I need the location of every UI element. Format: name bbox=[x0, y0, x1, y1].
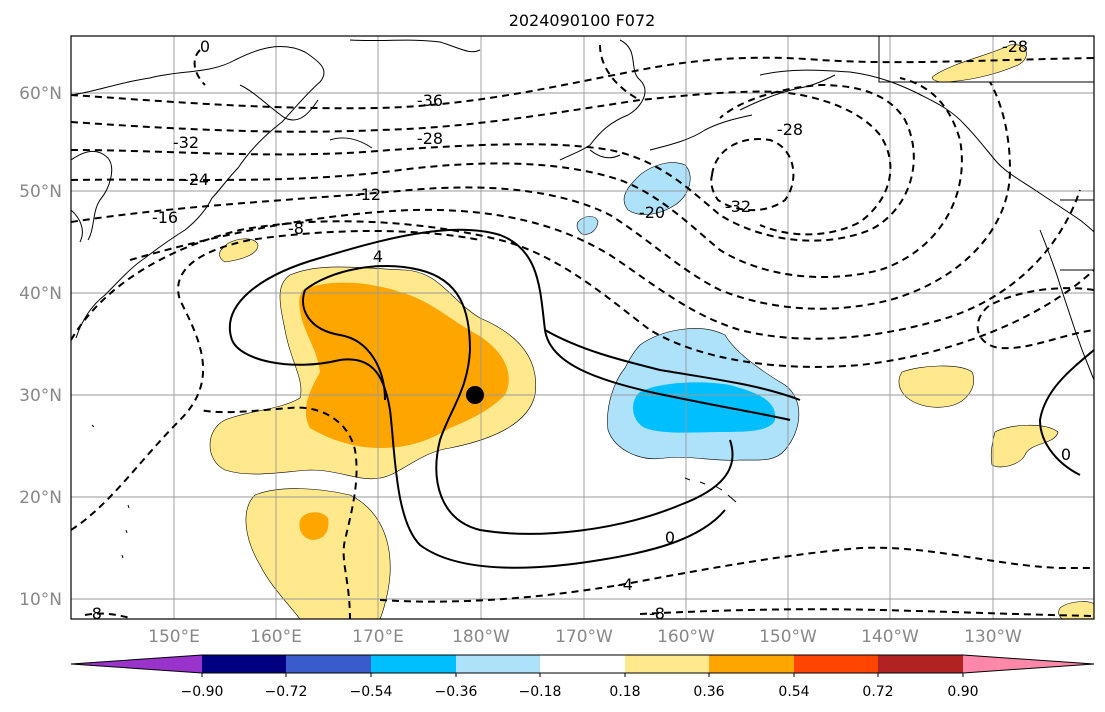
lat-label: 10°N bbox=[19, 590, 62, 610]
contour-dashed-10 bbox=[379, 546, 1094, 603]
colorbar-tick-label: −0.54 bbox=[350, 684, 393, 700]
strong-positive-anomaly-small bbox=[299, 512, 329, 540]
lat-label: 20°N bbox=[19, 488, 62, 508]
positive-anomaly-small-4 bbox=[931, 44, 1027, 83]
contour-dashed-5 bbox=[71, 81, 1012, 310]
colorbar-segment bbox=[709, 655, 794, 673]
lon-label: 140°W bbox=[861, 627, 919, 647]
lon-label: 160°E bbox=[250, 627, 302, 647]
contour-dashed-15 bbox=[193, 49, 206, 86]
colorbar-segment bbox=[286, 655, 371, 673]
contour-dashed-12 bbox=[84, 612, 131, 619]
colorbar-segment bbox=[202, 655, 286, 673]
contour-label: -8 bbox=[86, 604, 102, 623]
anomaly-shading bbox=[209, 44, 1094, 619]
contour-dashed-1 bbox=[71, 56, 1094, 110]
lon-label: 170°W bbox=[555, 627, 613, 647]
contour-dashed-2 bbox=[71, 90, 892, 236]
colorbar-segment bbox=[878, 655, 963, 673]
positive-anomaly-small-5 bbox=[1058, 601, 1094, 619]
contours bbox=[71, 44, 1094, 619]
contour-solid-0b bbox=[302, 289, 386, 401]
colorbar-segment bbox=[371, 655, 456, 673]
lon-label: 150°E bbox=[148, 627, 200, 647]
contour-label: -8 bbox=[649, 604, 665, 623]
lon-label: 130°W bbox=[964, 627, 1022, 647]
latitude-labels: 60°N 50°N 40°N 30°N 20°N 10°N bbox=[19, 84, 62, 610]
colorbar-tick-label: 0.18 bbox=[609, 684, 640, 700]
contour-solid-4 bbox=[229, 228, 791, 421]
colorbar-tick-label: 0.36 bbox=[693, 684, 724, 700]
contour-label: -12 bbox=[355, 185, 381, 204]
contour-label: -8 bbox=[288, 219, 304, 238]
contour-label: -28 bbox=[417, 129, 443, 148]
colorbar-ticks: −0.90 −0.72 −0.54 −0.36 −0.18 0.18 0.36 … bbox=[181, 684, 979, 700]
colorbar-tick-label: −0.18 bbox=[519, 684, 562, 700]
negative-anomaly-north bbox=[623, 162, 691, 215]
colorbar-tick-label: 0.54 bbox=[778, 684, 809, 700]
map-title: 2024090100 F072 bbox=[509, 11, 656, 30]
positive-anomaly-small-1 bbox=[219, 238, 259, 263]
colorbar-tick-label: 0.72 bbox=[862, 684, 893, 700]
contour-label: -4 bbox=[617, 575, 633, 594]
contour-solid-0 bbox=[304, 265, 734, 535]
lat-label: 30°N bbox=[19, 386, 62, 406]
contour-label: -24 bbox=[183, 170, 209, 189]
contour-label: -28 bbox=[1002, 37, 1028, 56]
colorbar-extend-high bbox=[963, 655, 1094, 673]
colorbar-extend-low bbox=[71, 655, 202, 673]
lat-label: 50°N bbox=[19, 182, 62, 202]
colorbar-segment bbox=[625, 655, 709, 673]
contour-solid-east bbox=[1038, 349, 1094, 476]
longitude-labels: 150°E 160°E 170°E 180°W 170°W 160°W 150°… bbox=[148, 627, 1022, 647]
colorbar-tick-label: −0.72 bbox=[265, 684, 308, 700]
colorbar-segment bbox=[456, 655, 540, 673]
contour-label: -28 bbox=[777, 120, 803, 139]
lat-label: 60°N bbox=[19, 84, 62, 104]
lon-label: 170°E bbox=[352, 627, 404, 647]
lat-label: 40°N bbox=[19, 284, 62, 304]
contour-dashed-9 bbox=[199, 406, 358, 619]
contour-label: 0 bbox=[200, 37, 210, 56]
lon-label: 160°W bbox=[657, 627, 715, 647]
contour-label: 0 bbox=[665, 528, 675, 547]
contour-label: -32 bbox=[725, 197, 751, 216]
contour-dashed-6 bbox=[129, 189, 1081, 340]
contour-dashed-7 bbox=[71, 220, 1094, 368]
map-frame bbox=[70, 35, 1095, 620]
graticule bbox=[71, 36, 1094, 619]
contour-dashed-3 bbox=[71, 83, 915, 242]
colorbar bbox=[70, 654, 1095, 677]
contour-label: 4 bbox=[373, 247, 383, 266]
contour-solid-4b bbox=[231, 339, 726, 569]
lon-label: 150°W bbox=[759, 627, 817, 647]
positive-anomaly-small-2 bbox=[898, 365, 974, 408]
contour-dashed-14 bbox=[710, 138, 795, 212]
contour-dashed-11 bbox=[639, 608, 1094, 617]
contour-label: 0 bbox=[1061, 445, 1071, 464]
contour-label: -36 bbox=[417, 91, 443, 110]
positive-anomaly-small-3 bbox=[990, 424, 1059, 468]
colorbar-tick-label: 0.90 bbox=[947, 684, 978, 700]
contour-dashed-13 bbox=[976, 287, 1094, 350]
contour-labels: 0 -36 -32 -28 -24 -16 -12 -8 4 -28 -32 -… bbox=[86, 37, 1071, 623]
contour-dashed-8 bbox=[71, 230, 481, 531]
contour-label: -16 bbox=[152, 208, 178, 227]
colorbar-segment bbox=[540, 655, 625, 673]
map-area: 0 -36 -32 -28 -24 -16 -12 -8 4 -28 -32 -… bbox=[71, 36, 1094, 623]
storm-center-marker bbox=[466, 386, 484, 404]
colorbar-segment bbox=[794, 655, 878, 673]
coastlines bbox=[71, 36, 1094, 559]
contour-dashed-16 bbox=[599, 44, 641, 101]
strong-positive-anomaly-region bbox=[299, 282, 509, 448]
colorbar-tick-label: −0.36 bbox=[435, 684, 478, 700]
contour-label: -20 bbox=[639, 203, 665, 222]
contour-solid-mid bbox=[544, 329, 801, 401]
contour-label: -32 bbox=[173, 133, 199, 152]
colorbar-tick-label: −0.90 bbox=[181, 684, 224, 700]
negative-anomaly-small bbox=[576, 216, 599, 235]
lon-label: 180°W bbox=[452, 627, 510, 647]
